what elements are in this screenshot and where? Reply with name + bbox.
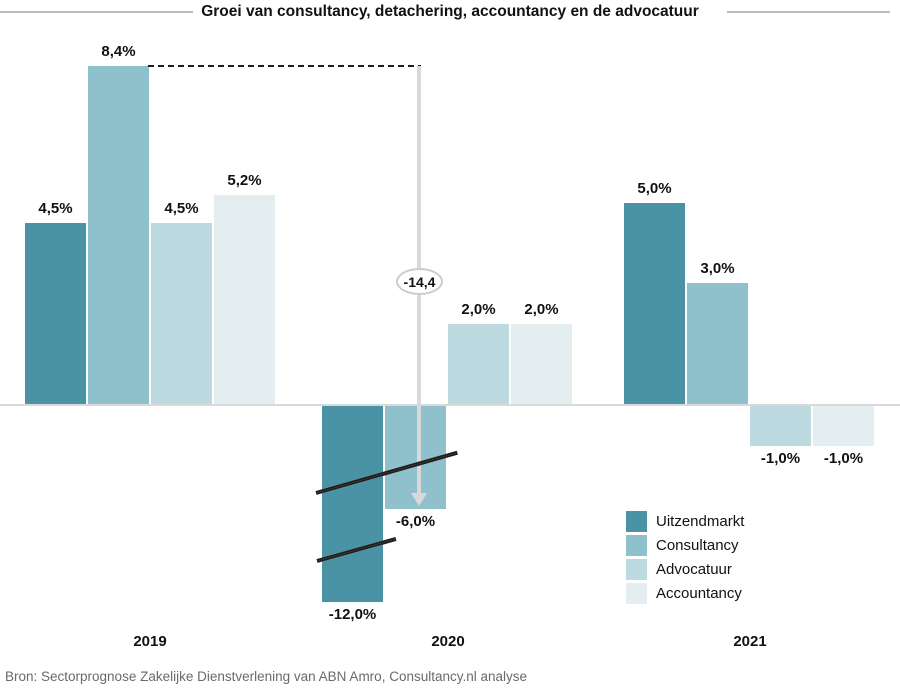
zero-axis-line [0, 404, 900, 406]
x-axis-label-2020: 2020 [431, 633, 465, 650]
legend-label: Advocatuur [656, 561, 732, 578]
bar-value-label: 2,0% [461, 300, 496, 318]
bar-value-label: 4,5% [164, 199, 199, 217]
bar-value-label: 5,0% [637, 179, 672, 197]
bar-2019-uitzendmarkt [25, 222, 86, 404]
bar-2020-advocatuur [448, 323, 509, 404]
bar-2020-uitzendmarkt [322, 406, 383, 602]
source-note: Bron: Sectorprognose Zakelijke Dienstver… [5, 669, 528, 684]
legend-item-consultancy: Consultancy [626, 535, 744, 556]
legend-swatch-advocatuur [626, 559, 647, 580]
legend-label: Accountancy [656, 585, 742, 602]
legend-label: Uitzendmarkt [656, 513, 745, 530]
bar-2019-accountancy [214, 194, 275, 404]
x-axis-label-2019: 2019 [133, 633, 167, 650]
chart-title: Groei van consultancy, detachering, acco… [201, 3, 699, 20]
bar-2021-uitzendmarkt [624, 202, 685, 404]
bar-value-label: -1,0% [823, 450, 864, 468]
bar-value-label: -12,0% [328, 606, 377, 623]
bar-value-label: -1,0% [760, 450, 801, 468]
bar-2021-advocatuur [750, 406, 811, 447]
bar-value-label: 3,0% [700, 260, 735, 278]
legend-label: Consultancy [656, 537, 739, 554]
legend-item-advocatuur: Advocatuur [626, 559, 744, 580]
title-rule-right [727, 11, 890, 13]
legend-swatch-uitzendmarkt [626, 511, 647, 532]
bar-value-label: 8,4% [101, 42, 136, 60]
bar-2021-accountancy [813, 406, 874, 447]
bar-2019-advocatuur [151, 222, 212, 404]
legend-item-accountancy: Accountancy [626, 583, 744, 604]
drop-dashed-line [148, 65, 421, 67]
legend-swatch-consultancy [626, 535, 647, 556]
bar-2020-accountancy [511, 323, 572, 404]
legend-item-uitzendmarkt: Uitzendmarkt [626, 511, 744, 532]
drop-annotation-badge: -14,4 [396, 268, 443, 295]
title-rule-left [0, 11, 193, 13]
drop-arrow-head-icon [411, 493, 427, 506]
legend: Uitzendmarkt Consultancy Advocatuur Acco… [626, 511, 744, 604]
bar-value-label: -6,0% [395, 513, 436, 530]
bar-value-label: 4,5% [38, 199, 73, 217]
bar-2019-consultancy [88, 65, 149, 404]
bar-value-label: 2,0% [524, 300, 559, 318]
bar-value-label: 5,2% [227, 171, 262, 189]
bar-2021-consultancy [687, 283, 748, 404]
x-axis-label-2021: 2021 [733, 633, 767, 650]
legend-swatch-accountancy [626, 583, 647, 604]
